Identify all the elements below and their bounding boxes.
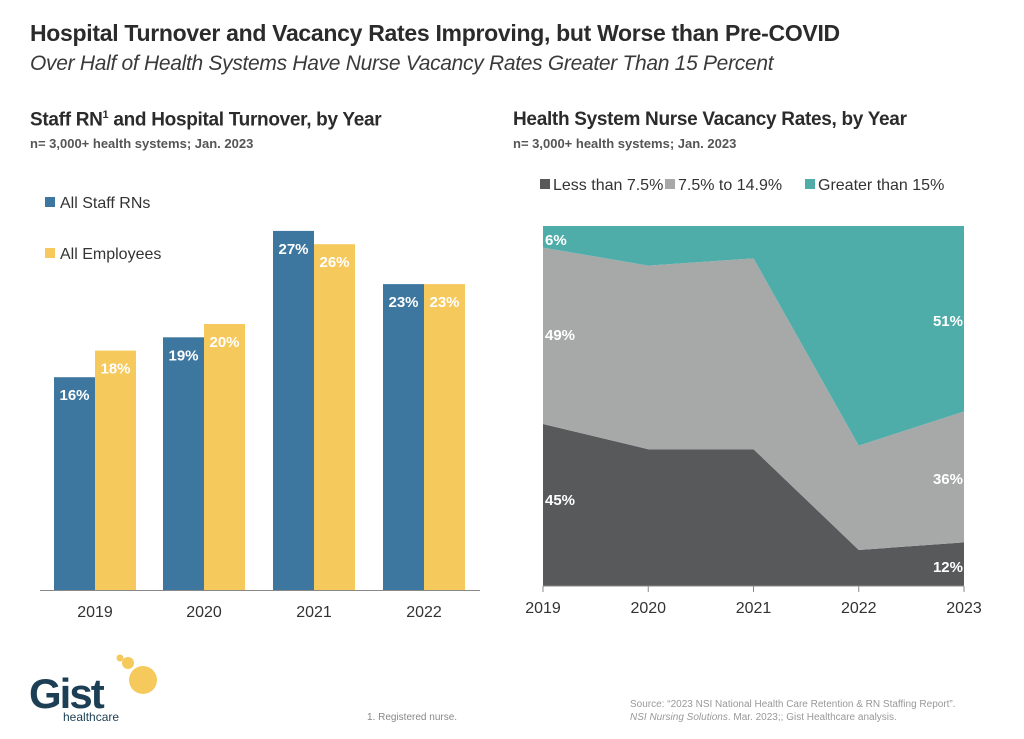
source-line-2: NSI Nursing Solutions. Mar. 2023;; Gist … — [630, 711, 956, 724]
page-subtitle: Over Half of Health Systems Have Nurse V… — [30, 52, 774, 75]
bar-staff-rn-2022 — [383, 284, 424, 590]
legend-label-all-employees: All Employees — [60, 246, 161, 263]
left-chart-note: n= 3,000+ health systems; Jan. 2023 — [30, 136, 254, 151]
logo-tagline: healthcare — [63, 710, 119, 724]
area-x-tick-label-2019: 2019 — [525, 600, 561, 617]
area-label-less-than-7-5-2023: 12% — [933, 559, 963, 576]
bar-label-all-employees-2019: 18% — [100, 361, 130, 378]
area-greater-than-15 — [543, 226, 964, 446]
legend-label-staff-rn: All Staff RNs — [60, 195, 150, 212]
bar-label-all-employees-2020: 20% — [209, 334, 239, 351]
area-label-greater-than-15-2023: 51% — [933, 313, 963, 330]
bar-label-staff-rn-2020: 19% — [168, 347, 198, 364]
area-x-tick-label-2023: 2023 — [946, 600, 982, 617]
bar-staff-rn-2021 — [273, 230, 314, 590]
area-less-than-7-5 — [543, 424, 964, 586]
area-label-7-5-to-14-9-2019: 49% — [545, 327, 575, 344]
footnote: 1. Registered nurse. — [367, 712, 458, 723]
bar-all-employees-2020 — [204, 324, 245, 590]
area-x-tick-label-2020: 2020 — [630, 600, 666, 617]
bar-staff-rn-2019 — [54, 377, 95, 590]
source-line-1: Source: “2023 NSI National Health Care R… — [630, 699, 956, 710]
bar-all-employees-2019 — [95, 350, 136, 590]
vacancy-area-chart: Less than 7.5% 7.5% to 14.9% Greater than … — [525, 177, 982, 617]
logo-word: Gist — [29, 670, 105, 717]
source-note: Source: “2023 NSI National Health Care R… — [630, 698, 956, 724]
area-label-less-than-7-5-2019: 45% — [545, 492, 575, 509]
logo-circle-medium — [122, 657, 134, 669]
legend-label-less-than-7-5: Less than 7.5% — [553, 177, 663, 194]
right-chart-title: Health System Nurse Vacancy Rates, by Ye… — [513, 109, 907, 130]
bar-label-all-employees-2021: 26% — [319, 254, 349, 271]
logo-circle-small — [116, 654, 124, 662]
turnover-bar-chart: All Staff RNs All Employees 16% 18% 19% 20%… — [40, 195, 480, 621]
left-chart-title-main: Staff RN — [30, 109, 103, 131]
left-chart-title-rest: and Hospital Turnover, by Year — [108, 109, 382, 131]
legend-swatch-less-than-7-5 — [540, 179, 550, 189]
area-label-7-5-to-14-9-2023: 36% — [933, 471, 963, 488]
bar-label-staff-rn-2019: 16% — [59, 387, 89, 404]
legend-swatch-staff-rn — [45, 197, 55, 207]
area-x-tick-label-2021: 2021 — [736, 600, 772, 617]
legend-swatch-greater-than-15 — [805, 179, 815, 189]
gist-healthcare-logo: Gist healthcare — [29, 654, 157, 724]
x-tick-label-2019: 2019 — [77, 604, 113, 621]
bar-label-staff-rn-2022: 23% — [388, 294, 418, 311]
bar-all-employees-2022 — [424, 284, 465, 590]
legend-swatch-7-5-to-14-9 — [665, 179, 675, 189]
bar-staff-rn-2020 — [163, 337, 204, 590]
legend-swatch-all-employees — [45, 248, 55, 258]
area-label-greater-than-15-2019: 6% — [545, 232, 567, 249]
legend-label-7-5-to-14-9: 7.5% to 14.9% — [678, 177, 782, 194]
bar-all-employees-2021 — [314, 244, 355, 590]
footnote-marker: 1 — [102, 109, 109, 121]
source-publisher: NSI Nursing Solutions — [630, 712, 728, 723]
page-title: Hospital Turnover and Vacancy Rates Impr… — [30, 20, 840, 46]
left-chart-title: Staff RN1 and Hospital Turnover, by Year — [30, 109, 382, 131]
legend-label-greater-than-15: Greater than 15% — [818, 177, 944, 194]
bar-label-all-employees-2022: 23% — [429, 294, 459, 311]
source-line-2-rest: . Mar. 2023;; Gist Healthcare analysis. — [727, 712, 897, 723]
area-x-tick-label-2022: 2022 — [841, 600, 877, 617]
x-tick-label-2022: 2022 — [406, 604, 442, 621]
area-7-5-to-14-9 — [543, 247, 964, 550]
x-tick-label-2020: 2020 — [186, 604, 222, 621]
logo-circle-large — [129, 666, 157, 694]
x-tick-label-2021: 2021 — [296, 604, 332, 621]
bar-label-staff-rn-2021: 27% — [278, 241, 308, 258]
right-chart-note: n= 3,000+ health systems; Jan. 2023 — [513, 136, 737, 151]
